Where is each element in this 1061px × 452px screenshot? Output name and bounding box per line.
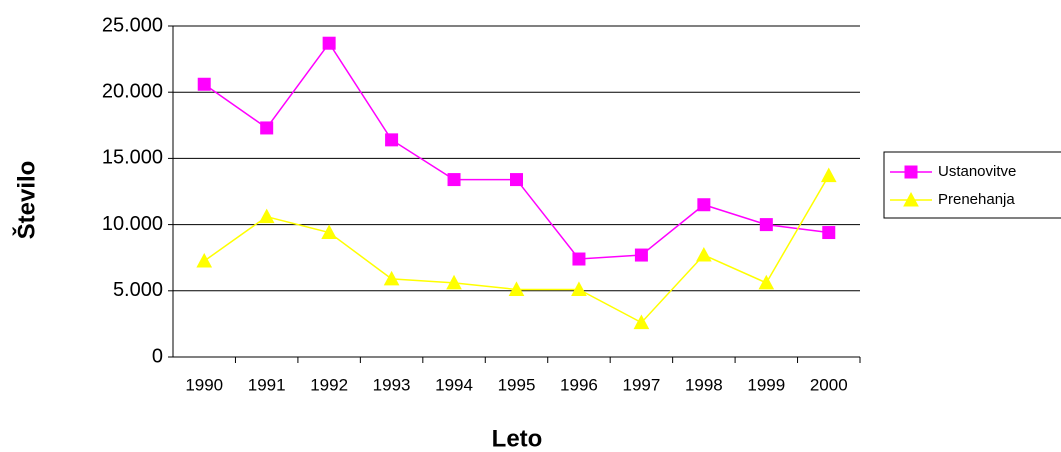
data-point [758,274,775,290]
legend-label: Ustanovitve [938,163,1016,180]
x-tick-label: 1996 [560,375,598,394]
legend-marker [903,191,919,207]
data-point [822,226,836,240]
data-point [508,281,525,296]
y-tick-label: 10.000 [102,213,163,235]
y-tick-label: 5.000 [113,279,163,301]
x-tick-label: 2000 [810,375,848,394]
data-point [447,173,461,187]
data-point [820,167,837,183]
x-tick-label: 1998 [685,375,723,394]
data-point [260,121,274,135]
data-point [383,270,400,286]
x-tick-label: 1995 [498,375,536,394]
y-tick-label: 15.000 [102,147,163,169]
data-point [510,173,523,187]
data-point [197,77,211,91]
data-point [634,248,648,262]
x-tick-label: 1997 [622,375,660,394]
x-tick-label: 1991 [248,375,286,394]
y-axis-title: Število [12,161,40,240]
data-point [322,36,336,50]
data-point [759,218,773,232]
series-line [203,41,829,260]
data-point [446,274,462,290]
x-tick-label: 1994 [435,375,473,394]
legend-marker [904,165,918,179]
x-tick-label: 1992 [310,375,348,394]
data-point [196,252,213,268]
x-tick-label: 1999 [747,375,785,394]
y-tick-label: 25.000 [102,14,163,36]
data-point [385,133,399,147]
legend-label: Prenehanja [938,191,1015,208]
x-tick-label: 1993 [373,375,411,394]
x-tick-label: 1990 [185,375,223,394]
data-point [258,208,275,224]
legend-box [883,151,1061,219]
x-axis-title: Leto [492,425,543,452]
data-point [321,224,337,240]
data-point [697,198,711,212]
data-point [633,314,650,330]
y-tick-label: 0 [152,345,163,367]
data-point [571,281,587,296]
data-point [696,246,712,262]
y-tick-label: 20.000 [102,80,163,102]
series-line [203,175,830,324]
data-point [572,252,586,266]
